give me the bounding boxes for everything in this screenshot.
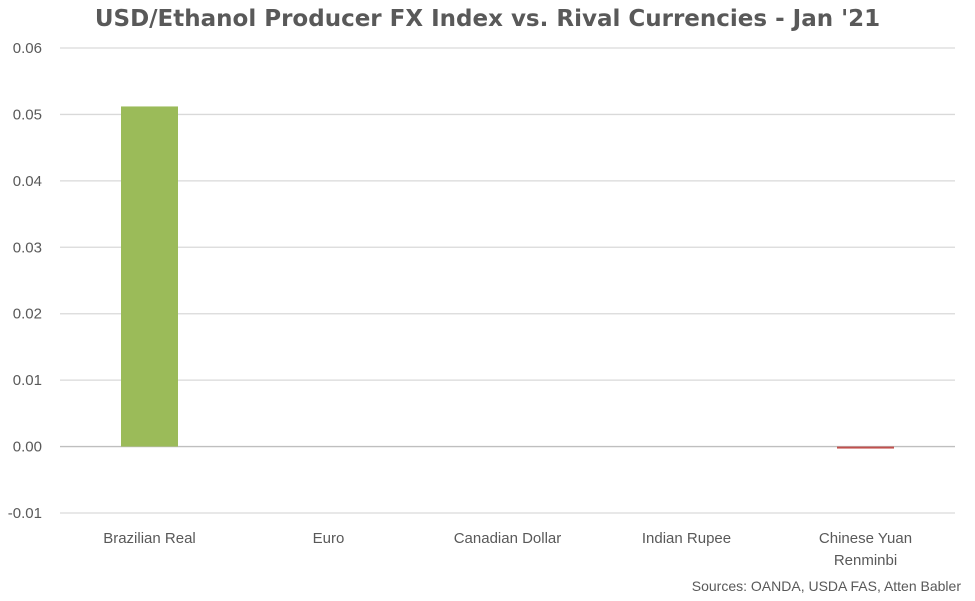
bar-brazilian-real <box>121 106 178 447</box>
x-tick-label: Renminbi <box>834 552 897 569</box>
x-tick-label: Brazilian Real <box>103 530 196 547</box>
gridlines <box>60 47 955 514</box>
y-tick-label: -0.01 <box>8 505 42 522</box>
y-tick-label: 0.03 <box>13 239 42 256</box>
x-tick-label: Canadian Dollar <box>454 530 562 547</box>
y-tick-label: 0.02 <box>13 306 42 323</box>
y-tick-label: 0.06 <box>13 40 42 57</box>
x-tick-label: Chinese Yuan <box>819 530 912 547</box>
bar-chinese-yuan-renminbi <box>837 446 894 449</box>
y-tick-label: 0.05 <box>13 106 42 123</box>
y-tick-label: 0.00 <box>13 439 42 456</box>
source-note: Sources: OANDA, USDA FAS, Atten Babler <box>691 578 961 594</box>
y-tick-label: 0.01 <box>13 372 42 389</box>
y-tick-label: 0.04 <box>13 173 42 190</box>
x-tick-label: Indian Rupee <box>642 530 731 547</box>
y-axis-ticks: 0.06 0.05 0.04 0.03 0.02 0.01 0.00 -0.01 <box>8 40 42 522</box>
bars <box>121 106 894 449</box>
x-tick-label: Euro <box>313 530 345 547</box>
x-axis-labels: Brazilian Real Euro Canadian Dollar Indian … <box>103 530 912 569</box>
chart-title: USD/Ethanol Producer FX Index vs. Rival … <box>94 6 881 32</box>
